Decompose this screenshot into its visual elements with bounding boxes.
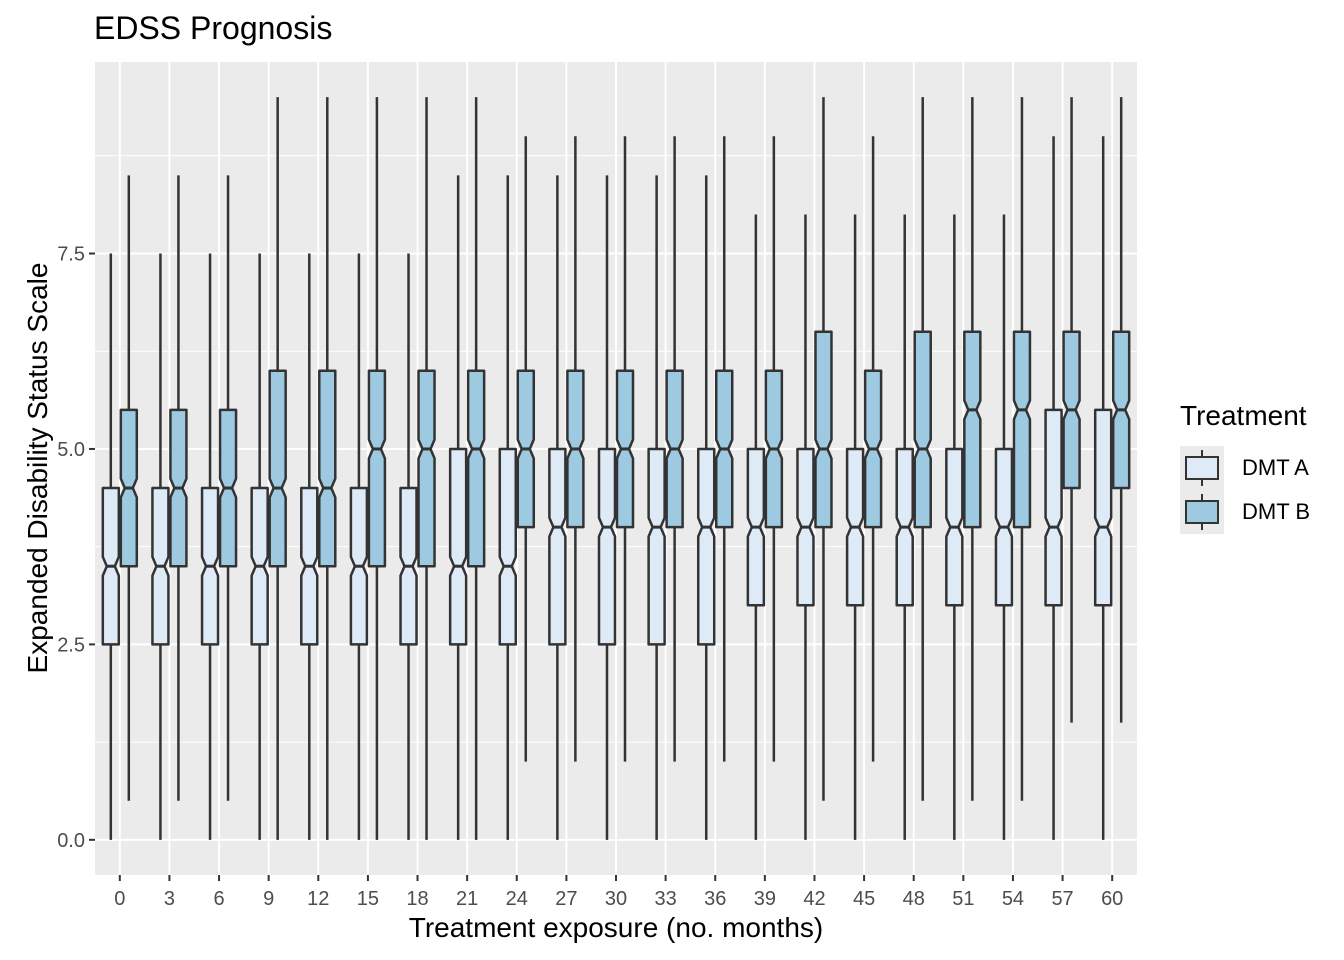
- box-dmt-b-15: [367, 369, 387, 568]
- x-tick-label: 54: [1002, 888, 1024, 910]
- x-tick-label: 3: [164, 888, 175, 910]
- y-axis-title: Expanded Disability Status Scale: [22, 262, 53, 674]
- x-tick-label: 27: [555, 888, 577, 910]
- y-tick-label: 5.0: [57, 439, 85, 461]
- x-tick-label: 60: [1101, 888, 1123, 910]
- x-tick-label: 12: [307, 888, 329, 910]
- legend: Treatment DMT A DMT B: [1180, 400, 1310, 534]
- x-tick-label: 18: [406, 888, 428, 910]
- box-dmt-b-51: [963, 330, 982, 529]
- x-tick-label: 36: [704, 888, 726, 910]
- box-dmt-a-60: [1093, 408, 1113, 607]
- x-tick-label: 0: [114, 888, 125, 910]
- box-dmt-b-54: [1012, 330, 1032, 529]
- box-dmt-b-48: [913, 330, 932, 529]
- legend-label-dmt-a: DMT A: [1242, 455, 1309, 480]
- x-tick-label: 33: [654, 888, 676, 910]
- legend-item-dmt-b: DMT B: [1180, 490, 1310, 534]
- y-tick-label: 2.5: [57, 634, 85, 656]
- x-tick-label: 45: [853, 888, 875, 910]
- x-tick-label: 15: [357, 888, 379, 910]
- legend-title: Treatment: [1180, 400, 1307, 431]
- y-tick-label: 7.5: [57, 244, 85, 266]
- y-tick-label: 0.0: [57, 830, 85, 852]
- x-tick-label: 51: [952, 888, 974, 910]
- box-dmt-a-36: [696, 447, 716, 646]
- x-tick-label: 24: [506, 888, 528, 910]
- box-dmt-b-12: [318, 369, 337, 568]
- legend-key-dmt-b: [1180, 490, 1224, 534]
- box-dmt-a-57: [1044, 408, 1063, 607]
- box-dmt-b-18: [417, 369, 436, 568]
- legend-key-dmt-a: [1180, 446, 1224, 490]
- box-dmt-a-27: [548, 447, 567, 646]
- x-tick-label: 48: [903, 888, 925, 910]
- box-dmt-a-30: [597, 447, 617, 646]
- x-tick-label: 30: [605, 888, 627, 910]
- box-dmt-a-21: [448, 447, 468, 646]
- x-tick-label: 9: [263, 888, 274, 910]
- x-tick-label: 42: [803, 888, 825, 910]
- legend-item-dmt-a: DMT A: [1180, 446, 1310, 490]
- x-tick-label: 39: [754, 888, 776, 910]
- box-dmt-a-33: [647, 447, 666, 646]
- x-tick-label: 6: [213, 888, 224, 910]
- box-dmt-b-21: [466, 369, 486, 568]
- x-axis-title: Treatment exposure (no. months): [408, 912, 824, 943]
- x-tick-label: 57: [1051, 888, 1073, 910]
- x-tick-label: 21: [456, 888, 478, 910]
- legend-label-dmt-b: DMT B: [1242, 499, 1311, 524]
- box-dmt-a-24: [498, 447, 518, 646]
- box-dmt-b-42: [814, 330, 833, 529]
- box-dmt-b-9: [268, 369, 287, 568]
- chart-title: EDSS Prognosis: [94, 10, 333, 46]
